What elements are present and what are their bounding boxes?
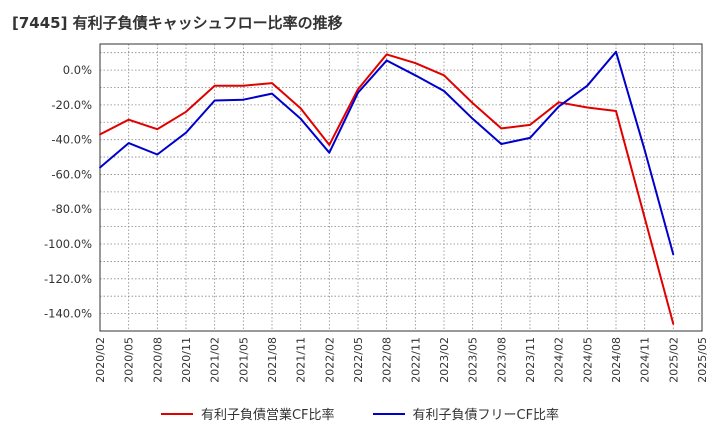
x-tick-label: 2020/11 (180, 337, 193, 383)
x-tick-label: 2024/11 (639, 337, 652, 383)
data-point (414, 74, 417, 77)
x-tick-label: 2021/08 (266, 337, 279, 383)
data-point (529, 137, 531, 139)
x-tick-label: 2025/02 (667, 337, 680, 383)
series-line-0 (99, 53, 675, 325)
x-tick-label: 2021/05 (237, 337, 250, 383)
data-point (529, 124, 531, 126)
data-point (99, 133, 101, 136)
x-tick-label: 2020/08 (151, 337, 164, 383)
y-tick-label: -80.0% (51, 202, 92, 216)
data-point (213, 99, 216, 102)
data-point (414, 62, 417, 64)
data-point (127, 118, 130, 121)
y-tick-label: -100.0% (44, 237, 92, 251)
chart-title: [7445] 有利子負債キャッシュフロー比率の推移 (12, 14, 343, 32)
data-point (443, 90, 445, 92)
data-point (242, 98, 245, 101)
data-point (643, 149, 646, 152)
y-tick-label: -20.0% (51, 98, 92, 112)
data-point (156, 153, 159, 156)
y-tick-label: -60.0% (51, 167, 92, 181)
y-tick-label: -120.0% (44, 272, 92, 286)
legend-swatch-red (160, 412, 193, 415)
x-tick-label: 2022/05 (352, 337, 365, 383)
legend-item-operating-cf: 有利子負債営業CF比率 (160, 404, 335, 423)
data-point (672, 323, 675, 325)
x-tick-label: 2022/11 (409, 337, 422, 383)
data-point (99, 166, 101, 169)
data-point (127, 142, 130, 145)
data-point (299, 117, 302, 120)
x-tick-label: 2023/02 (438, 337, 451, 383)
data-point (615, 110, 617, 112)
data-point (500, 143, 503, 145)
data-point (672, 253, 675, 256)
data-point (213, 84, 216, 87)
data-point (385, 53, 388, 56)
legend-item-free-cf: 有利子負債フリーCF比率 (372, 404, 560, 423)
x-tick-label: 2021/11 (295, 337, 308, 383)
data-point (242, 84, 245, 87)
x-tick-label: 2024/05 (581, 337, 594, 383)
data-point (328, 151, 331, 154)
data-point (271, 92, 273, 95)
data-point (385, 59, 388, 62)
data-point (557, 105, 560, 108)
plot-frame (99, 43, 703, 332)
data-point (615, 50, 617, 53)
data-point (271, 82, 273, 84)
data-point (586, 84, 589, 87)
data-point (185, 110, 187, 113)
x-tick-label: 2024/08 (610, 337, 623, 383)
x-tick-label: 2022/02 (323, 337, 336, 383)
x-tick-label: 2023/08 (495, 337, 508, 383)
chart-legend: 有利子負債営業CF比率 有利子負債フリーCF比率 (0, 404, 720, 423)
data-point (557, 101, 560, 104)
x-tick-label: 2022/08 (381, 337, 394, 383)
x-tick-label: 2020/02 (94, 337, 107, 383)
x-tick-label: 2020/05 (123, 337, 136, 383)
data-point (328, 144, 331, 146)
data-point (471, 102, 474, 104)
legend-swatch-blue (372, 412, 405, 415)
x-tick-label: 2021/02 (209, 337, 222, 383)
x-tick-label: 2023/11 (524, 337, 537, 383)
y-tick-label: -40.0% (51, 133, 92, 147)
data-point (156, 128, 159, 131)
legend-label-operating-cf: 有利子負債営業CF比率 (200, 408, 335, 423)
data-point (357, 88, 359, 91)
data-point (643, 217, 646, 219)
x-tick-label: 2025/05 (696, 337, 709, 383)
y-tick-label: 0.0% (63, 63, 92, 77)
data-point (443, 74, 445, 77)
y-tick-label: -140.0% (44, 307, 92, 321)
data-point (299, 107, 302, 110)
data-point (586, 106, 589, 109)
x-tick-label: 2023/05 (467, 337, 480, 383)
x-tick-label: 2024/02 (553, 337, 566, 383)
data-point (500, 127, 503, 130)
data-point (357, 91, 359, 94)
legend-label-free-cf: 有利子負債フリーCF比率 (412, 408, 560, 423)
data-point (185, 131, 187, 134)
data-point (471, 117, 474, 120)
